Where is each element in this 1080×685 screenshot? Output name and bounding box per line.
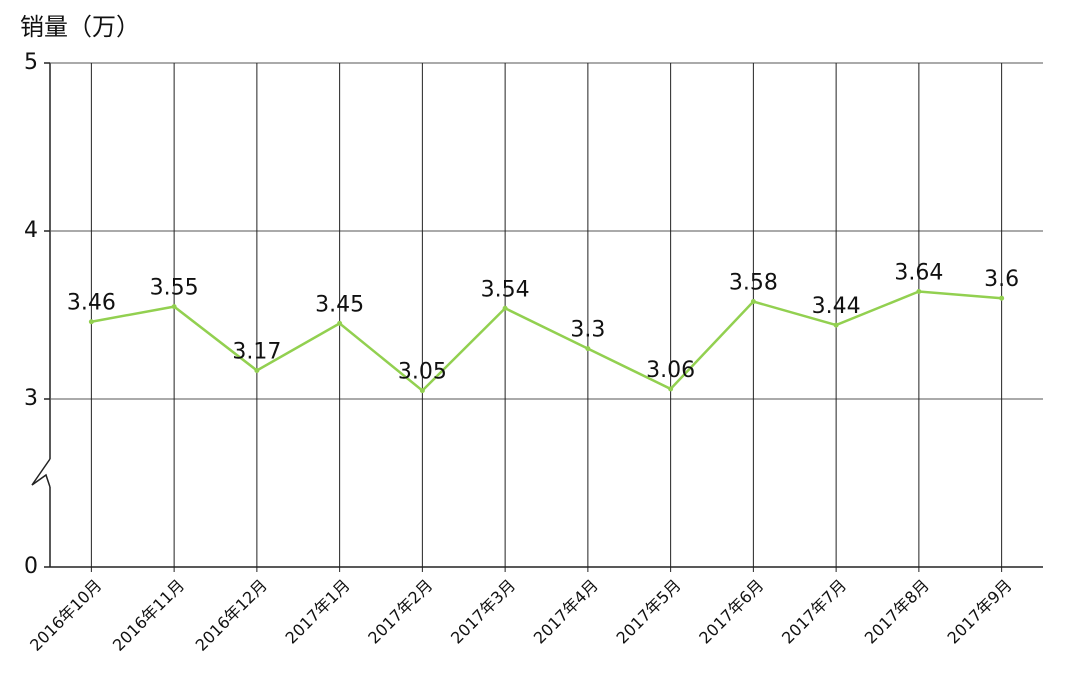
y-tick-label: 4 — [24, 218, 38, 243]
data-point — [750, 299, 756, 305]
x-tick-label: 2017年3月 — [447, 576, 519, 648]
data-label: 3.58 — [729, 271, 778, 296]
x-tick-label: 2017年6月 — [695, 576, 767, 648]
x-tick-label: 2016年11月 — [109, 576, 188, 655]
x-tick-label: 2017年4月 — [530, 576, 602, 648]
x-tick-label: 2016年12月 — [192, 576, 271, 655]
chart-title: 销量（万） — [20, 13, 140, 41]
data-point — [171, 304, 177, 310]
x-tick-label: 2017年9月 — [944, 576, 1016, 648]
data-label: 3.17 — [232, 339, 281, 364]
data-label: 3.44 — [812, 294, 861, 319]
data-label: 3.06 — [646, 358, 695, 383]
x-tick-label: 2017年1月 — [282, 576, 354, 648]
data-point — [585, 346, 591, 352]
series-line — [91, 290, 1002, 393]
data-point — [833, 322, 839, 328]
data-label: 3.54 — [481, 277, 530, 302]
data-label: 3.45 — [315, 292, 364, 317]
y-tick-label: 0 — [24, 554, 38, 579]
data-point — [502, 305, 508, 311]
y-tick-label: 5 — [24, 50, 38, 75]
data-point — [88, 319, 94, 325]
data-label: 3.6 — [984, 267, 1019, 292]
axis-break-gap — [48, 459, 52, 487]
x-tick-label: 2017年2月 — [364, 576, 436, 648]
x-tick-label: 2017年7月 — [778, 576, 850, 648]
data-label: 3.55 — [150, 276, 199, 301]
x-tick-label: 2017年8月 — [861, 576, 933, 648]
x-tick-label: 2016年10月 — [26, 576, 105, 655]
y-tick-label: 3 — [24, 386, 38, 411]
data-point — [999, 295, 1005, 301]
data-label: 3.05 — [398, 360, 447, 385]
data-point — [916, 288, 922, 294]
data-point — [668, 386, 674, 392]
data-point — [419, 388, 425, 394]
data-label: 3.3 — [570, 318, 605, 343]
x-tick-label: 2017年5月 — [613, 576, 685, 648]
data-label: 3.64 — [894, 260, 943, 285]
data-point — [337, 320, 343, 326]
data-point — [254, 367, 260, 373]
data-label: 3.46 — [67, 291, 116, 316]
axis-break — [31, 458, 51, 488]
